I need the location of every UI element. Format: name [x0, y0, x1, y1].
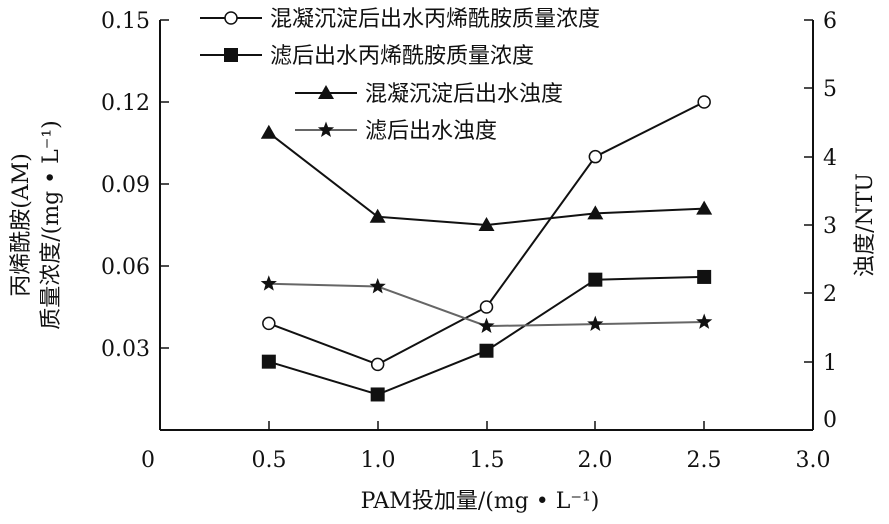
legend-item: 滤后出水浊度 — [295, 119, 497, 144]
data-point — [697, 95, 711, 109]
legend-item: 滤后出水丙烯酰胺质量浓度 — [200, 44, 534, 69]
y-left-tick-label: 0.06 — [101, 255, 150, 280]
series-layer — [260, 95, 713, 402]
legend-swatch-marker — [224, 11, 238, 25]
legend-swatch-marker — [317, 121, 335, 137]
x-axis-title: PAM投加量/(mg • L⁻¹) — [361, 489, 600, 514]
y-right-tick-label: 4 — [823, 146, 837, 171]
y-right-tick-label: 1 — [823, 351, 837, 376]
x-ticks: 0 0.5 1.0 1.5 2.0 2.5 3.0 — [141, 421, 831, 473]
data-point — [370, 357, 385, 372]
y-right-tick-label: 6 — [823, 9, 837, 34]
legend-label: 混凝沉淀后出水丙烯酰胺质量浓度 — [270, 7, 600, 32]
series-2 — [260, 124, 713, 231]
legend-swatch-marker — [224, 48, 238, 62]
data-point — [588, 149, 603, 164]
data-point — [260, 275, 277, 291]
y-left-axis-title-line1: 丙烯酰胺(AM) — [9, 153, 34, 297]
data-point — [479, 343, 494, 358]
data-point — [369, 278, 386, 294]
x-tick-label: 3.0 — [796, 448, 831, 473]
x-tick-label: 1.0 — [361, 448, 396, 473]
data-point — [587, 315, 604, 331]
legend-label: 混凝沉淀后出水浊度 — [365, 82, 563, 107]
y-right-ticks: 6 5 4 3 2 1 0 — [804, 9, 837, 433]
y-left-tick-label: 0.03 — [101, 337, 150, 362]
data-point — [478, 317, 495, 333]
legend-label: 滤后出水浊度 — [365, 119, 497, 144]
y-right-tick-label: 5 — [823, 77, 837, 102]
x-tick-label: 1.5 — [470, 448, 505, 473]
x-tick-label: 0.5 — [252, 448, 287, 473]
data-point — [370, 387, 385, 402]
data-point — [369, 208, 386, 223]
data-point — [696, 200, 713, 215]
legend-item: 混凝沉淀后出水丙烯酰胺质量浓度 — [200, 7, 600, 32]
x-tick-label: 2.5 — [687, 448, 722, 473]
legend-item: 混凝沉淀后出水浊度 — [295, 82, 563, 107]
series-3 — [260, 275, 713, 333]
y-left-axis-title-line2: 质量浓度/(mg • L⁻¹) — [39, 120, 64, 330]
series-1 — [261, 269, 712, 402]
legend: 混凝沉淀后出水丙烯酰胺质量浓度 滤后出水丙烯酰胺质量浓度 混凝沉淀后出水浊度 滤… — [200, 7, 600, 144]
data-point — [478, 217, 495, 231]
y-right-tick-label: 2 — [823, 282, 837, 307]
data-point — [260, 124, 277, 139]
x-tick-label: 0 — [141, 448, 155, 473]
legend-label: 滤后出水丙烯酰胺质量浓度 — [270, 44, 534, 69]
y-left-ticks: 0.15 0.12 0.09 0.06 0.03 — [101, 9, 169, 362]
y-left-tick-label: 0.15 — [101, 9, 150, 34]
data-point — [479, 300, 494, 314]
data-point — [262, 316, 276, 331]
y-left-tick-label: 0.12 — [101, 91, 150, 116]
y-left-tick-label: 0.09 — [101, 173, 150, 198]
y-right-tick-label: 3 — [823, 214, 837, 239]
series-line — [268, 132, 705, 227]
data-point — [696, 313, 713, 329]
data-point — [587, 205, 604, 220]
y-right-axis-title: 浊度/NTU — [853, 173, 878, 277]
data-point — [261, 354, 276, 369]
data-point — [588, 272, 603, 287]
x-tick-label: 2.0 — [578, 448, 613, 473]
legend-swatch-marker — [318, 85, 334, 99]
y-right-tick-label: 0 — [823, 408, 837, 433]
series-line — [268, 275, 705, 396]
data-point — [697, 269, 712, 284]
series-0 — [262, 95, 711, 372]
